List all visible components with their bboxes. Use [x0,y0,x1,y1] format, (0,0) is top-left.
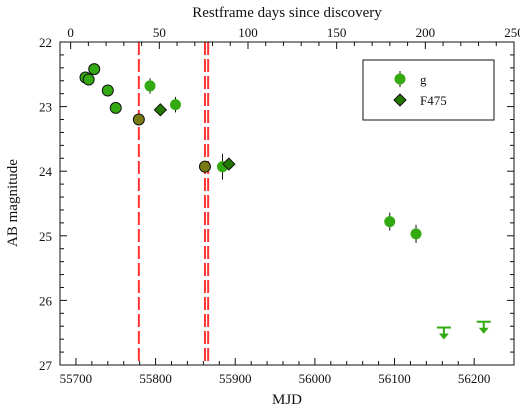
x-tick-label-1: 55800 [139,371,172,386]
top-tick-label-3: 150 [327,25,347,40]
y-tick-label-2: 24 [39,164,53,179]
upper-limit-arrow-0 [438,333,449,340]
x-tick-label-5: 56200 [458,371,491,386]
top-axis-label: Restframe days since discovery [192,5,382,21]
y-tick-label-3: 25 [39,229,52,244]
g-point-3 [101,84,114,97]
legend-g-label: g [420,72,427,87]
legend-g-marker [394,73,406,85]
legend-f475-marker [393,93,407,107]
y-tick-label-0: 22 [39,35,52,50]
top-tick-label-5: 250 [504,25,520,40]
g-point-8 [198,160,211,173]
g-point-2 [88,63,101,76]
g-point-11 [410,228,422,240]
y-tick-label-5: 27 [39,358,53,373]
legend: g F475 [362,59,495,121]
g-point-6 [144,80,156,92]
legend-f475-label: F475 [420,93,447,108]
f475-point-0 [153,103,168,117]
y-tick-label-4: 26 [39,293,53,308]
top-tick-label-1: 50 [153,25,166,40]
legend-box [362,59,495,121]
g-point-7 [169,99,181,111]
g-point-4 [109,101,122,114]
data-points [79,63,491,340]
g-point-5 [132,113,145,126]
axis-ticks: 55700 55800 55900 56000 56100 56200 0 50 100 150 2… [39,25,520,386]
y-tick-label-1: 23 [39,100,52,115]
plot-frame [59,41,515,366]
x-tick-label-2: 55900 [219,371,252,386]
vertical-lines [137,42,210,365]
g-point-10 [384,216,396,228]
top-tick-label-4: 200 [416,25,436,40]
upper-limit-arrow-1 [478,327,489,334]
top-tick-label-2: 100 [238,25,258,40]
f475-point-1 [222,157,236,171]
x-tick-label-0: 55700 [60,371,93,386]
x-tick-label-4: 56100 [378,371,411,386]
x-tick-label-3: 56000 [299,371,332,386]
g-point-1 [82,73,95,86]
y-axis-label: AB magnitude [5,159,21,247]
x-axis-label: MJD [272,392,302,408]
top-tick-label-0: 0 [67,25,74,40]
